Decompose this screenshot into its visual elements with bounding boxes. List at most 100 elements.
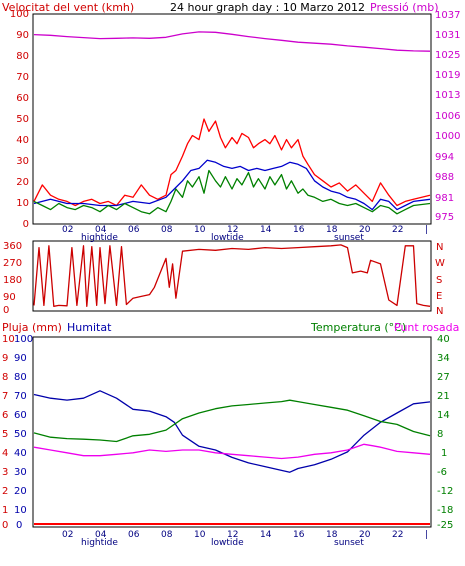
rain-tick-label: 7 — [2, 391, 8, 402]
pressure-axis: 975 981 988 994 1000 1006 1013 1019 1025… — [435, 10, 460, 223]
temp-tick-label: -12 — [437, 486, 453, 497]
wind-tick-label: 10 — [16, 198, 29, 209]
direction-tick-label: 90 — [3, 292, 16, 303]
wind-tick-label: 70 — [16, 72, 29, 83]
hour-axis-bottom: 02 04 06 08 10 12 14 16 18 20 22 | hight… — [62, 530, 428, 548]
humidity-tick-label: 70 — [14, 391, 27, 402]
chart-title: 24 hour graph day : 10 Marzo 2012 — [170, 1, 365, 14]
tide-label-hightide: hightide — [81, 233, 118, 243]
temp-tick-label: -18 — [437, 505, 453, 516]
pressure-tick-label: 994 — [435, 152, 454, 163]
compass-tick-label: S — [436, 275, 442, 286]
compass-axis: N W S E N — [435, 242, 445, 317]
wind-tick-label: 20 — [16, 177, 29, 188]
wind-axis: 0 10 20 30 40 50 60 70 80 90 100 — [10, 9, 29, 230]
series-dewpoint-line — [33, 443, 431, 460]
hour-tick-label: 22 — [392, 225, 403, 235]
series-minimum-line — [33, 169, 431, 215]
humidity-tick-label: 60 — [14, 410, 27, 421]
rain-tick-label: 3 — [2, 467, 8, 478]
temp-tick-label: 27 — [437, 372, 450, 383]
wind-tick-label: 50 — [16, 114, 29, 125]
hour-tick-label: 18 — [326, 530, 338, 540]
compass-tick-label: W — [435, 258, 445, 269]
direction-tick-label: 270 — [3, 258, 22, 269]
series-gust-line — [33, 118, 431, 207]
tide-label-lowtide: lowtide — [211, 233, 244, 243]
temp-tick-label: 14 — [437, 410, 450, 421]
pressure-tick-label: 988 — [435, 172, 454, 183]
direction-axis: 360 270 180 90 0 — [3, 241, 22, 316]
humidity-axis-title: Humitat — [67, 321, 112, 334]
hour-tick-label: 16 — [293, 530, 305, 540]
pressure-tick-label: 1037 — [435, 10, 460, 21]
hour-tick-label: 02 — [62, 530, 73, 540]
hour-tick-label: 14 — [260, 225, 272, 235]
humidity-tick-label: 50 — [14, 429, 27, 440]
rain-tick-label: 2 — [2, 486, 8, 497]
pressure-tick-label: 981 — [435, 193, 454, 204]
series-humidity-line — [33, 390, 431, 473]
series-layer — [33, 31, 431, 525]
hour-tick-label: 12 — [227, 225, 238, 235]
humidity-tick-label: 0 — [16, 520, 22, 531]
rain-tick-label: 4 — [2, 448, 8, 459]
humidity-tick-label: 20 — [14, 486, 27, 497]
rain-axis-title: Pluja (mm) — [2, 321, 62, 334]
rain-tick-label: 1 — [2, 505, 8, 516]
hour-tick-label: 04 — [95, 530, 107, 540]
wind-tick-label: 100 — [10, 9, 29, 20]
pressure-axis-title: Pressió (mb) — [370, 1, 439, 14]
pressure-tick-label: 1031 — [435, 30, 460, 41]
rain-tick-label: 6 — [2, 410, 8, 421]
humidity-tick-label: 90 — [14, 353, 27, 364]
humidity-temperature-panel — [32, 336, 432, 528]
hour-tick-label: 20 — [359, 225, 371, 235]
series-temperature-line — [33, 399, 431, 443]
humidity-tick-label: 30 — [14, 467, 27, 478]
compass-tick-label: N — [436, 306, 443, 317]
tide-label-sunset: sunset — [334, 233, 364, 243]
pressure-tick-label: 1025 — [435, 50, 460, 61]
rain-tick-label: 10 — [2, 334, 15, 345]
pressure-tick-label: 1006 — [435, 111, 460, 122]
hour-tick-label: 04 — [95, 225, 107, 235]
hour-axis-top: 02 04 06 08 10 12 14 16 18 20 22 | hight… — [62, 225, 428, 243]
wind-tick-label: 80 — [16, 51, 29, 62]
temperature-axis: 40 34 27 21 14 8 1 -6 -12 -18 -25 — [437, 334, 453, 531]
hour-tick-label: 14 — [260, 530, 272, 540]
hour-tick-label: 08 — [161, 225, 173, 235]
direction-tick-label: 0 — [3, 305, 9, 316]
rain-tick-label: 5 — [2, 429, 8, 440]
hour-tick-label: | — [425, 225, 428, 235]
rain-humidity-axis: 10 100 9 90 8 80 7 70 6 60 5 50 4 40 3 3… — [2, 334, 33, 531]
hour-tick-label: 10 — [194, 225, 206, 235]
hour-tick-label: 22 — [392, 530, 403, 540]
compass-tick-label: E — [436, 291, 442, 302]
wind-pressure-panel — [32, 13, 432, 225]
temp-tick-label: 34 — [437, 353, 450, 364]
hour-tick-label: 16 — [293, 225, 305, 235]
pressure-tick-label: 1013 — [435, 90, 460, 101]
humidity-tick-label: 80 — [14, 372, 27, 383]
hour-tick-label: 06 — [128, 530, 140, 540]
rain-tick-label: 9 — [2, 353, 8, 364]
wind-tick-label: 0 — [23, 219, 29, 230]
compass-tick-label: N — [436, 242, 443, 253]
temp-tick-label: -25 — [437, 520, 453, 531]
hour-tick-label: 02 — [62, 225, 73, 235]
temperature-axis-title: Temperatura (°C) — [310, 321, 406, 334]
rain-tick-label: 0 — [2, 520, 8, 531]
hour-tick-label: 08 — [161, 530, 173, 540]
humidity-tick-label: 40 — [14, 448, 27, 459]
temp-tick-label: 40 — [437, 334, 450, 345]
wind-direction-panel — [32, 240, 432, 312]
series-pressure-line — [33, 31, 431, 52]
hour-tick-label: 10 — [194, 530, 206, 540]
temp-tick-label: 8 — [437, 429, 443, 440]
wind-axis-title: Velocitat del vent (kmh) — [2, 1, 134, 14]
direction-tick-label: 360 — [3, 241, 22, 252]
temp-tick-label: 21 — [437, 391, 450, 402]
series-average-line — [33, 159, 431, 211]
